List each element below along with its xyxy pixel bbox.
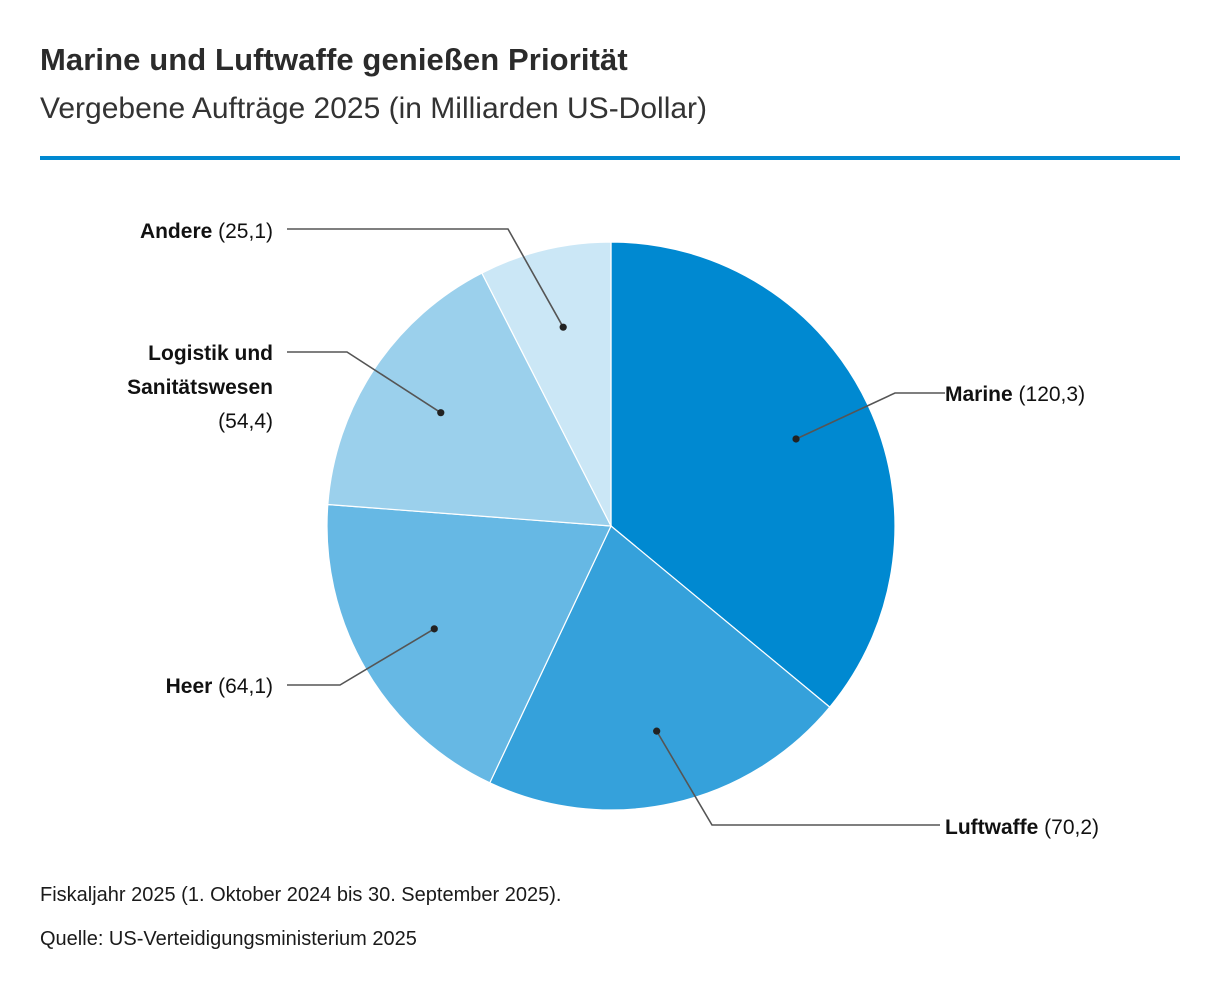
slice-value-luftwaffe: (70,2) — [1038, 816, 1099, 839]
source-note: Quelle: US-Verteidigungsministerium 2025 — [40, 928, 417, 950]
leader-dot-andere — [559, 323, 567, 331]
leader-line-luftwaffe — [655, 730, 940, 826]
slice-label-andere: Andere (25,1) — [140, 220, 273, 243]
slice-label-marine: Marine (120,3) — [945, 383, 1085, 406]
slice-name-marine: Marine — [945, 383, 1013, 406]
pie-slice-andere — [481, 241, 612, 527]
leader-dot-heer — [430, 625, 438, 633]
slice-name-andere: Andere — [140, 220, 212, 243]
fiscal-year-note: Fiskaljahr 2025 (1. Oktober 2024 bis 30.… — [40, 884, 562, 906]
leader-dot-marine — [792, 435, 800, 443]
slice-value-heer: (64,1) — [212, 675, 273, 698]
chart-title: Marine und Luftwaffe genießen Priorität — [40, 42, 628, 77]
slice-value-logistik: (54,4) — [218, 410, 273, 433]
leader-dot-logistik — [437, 409, 445, 417]
slice-label-luftwaffe: Luftwaffe (70,2) — [945, 816, 1099, 839]
leader-line-logistik — [287, 351, 442, 414]
leader-line-heer — [287, 628, 435, 686]
slice-value-marine: (120,3) — [1013, 383, 1085, 406]
pie-slice-luftwaffe — [488, 525, 831, 811]
chart-subtitle: Vergebene Aufträge 2025 (in Milliarden U… — [40, 92, 708, 125]
pie-slice-logistik — [327, 272, 613, 527]
slice-label-logistik-line1: Logistik und — [148, 342, 273, 365]
slice-name-heer: Heer — [166, 675, 213, 698]
slice-value-andere: (25,1) — [212, 220, 273, 243]
slice-name-luftwaffe: Luftwaffe — [945, 816, 1038, 839]
leader-line-marine — [795, 392, 945, 440]
pie-slice-heer — [326, 503, 612, 784]
title-divider — [40, 156, 1180, 160]
slice-label-heer: Heer (64,1) — [166, 675, 273, 698]
leader-dot-luftwaffe — [653, 727, 661, 735]
slice-label-logistik-line2: Sanitätswesen — [127, 376, 273, 399]
leader-line-andere — [287, 228, 564, 328]
